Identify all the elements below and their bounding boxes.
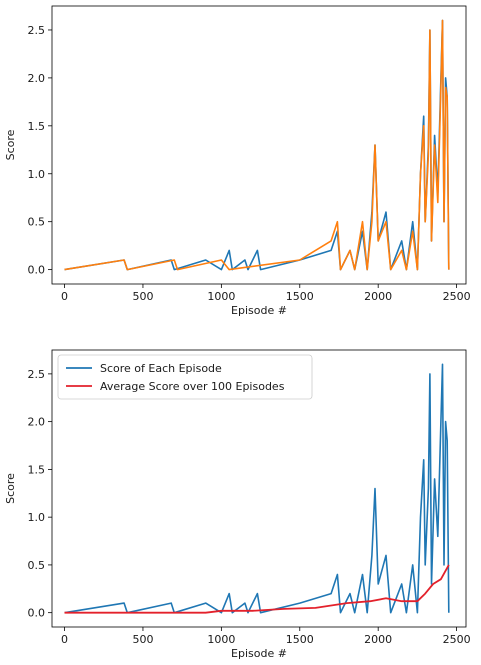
plot-area — [64, 363, 450, 614]
y-axis-label: Score — [4, 129, 17, 160]
x-tick-label: 1500 — [286, 633, 314, 646]
series-line-0 — [64, 19, 450, 271]
legend-entry: Average Score over 100 Episodes — [100, 380, 285, 393]
bottom-score-chart: 0 500 1000 1500 2000 2500 0.0 0.5 1.0 1.5 2.0 2.5 Ep… — [4, 349, 471, 660]
y-tick-label: 0.5 — [28, 216, 46, 229]
x-tick-label: 1000 — [207, 290, 235, 303]
x-tick-label: 1500 — [286, 290, 314, 303]
y-tick-label: 1.0 — [28, 168, 46, 181]
y-tick-label: 2.5 — [28, 368, 46, 381]
legend-box — [57, 354, 313, 400]
legend-entry: Score of Each Episode — [100, 362, 222, 375]
y-axis-label: Score — [4, 473, 17, 504]
x-tick-label: 2500 — [443, 633, 471, 646]
legend: Score of Each Episode Average Score over … — [57, 354, 313, 400]
series-line-1 — [64, 19, 450, 271]
top-score-chart: 0 500 1000 1500 2000 2500 0.0 0.5 1.0 1.5 2.0 2.5 Ep… — [4, 5, 471, 317]
x-tick-label: 500 — [132, 633, 153, 646]
x-tick-label: 2000 — [364, 290, 392, 303]
x-tick-label: 0 — [61, 633, 68, 646]
series-line-0 — [64, 363, 450, 614]
x-tick-label: 0 — [61, 290, 68, 303]
y-tick-label: 1.5 — [28, 463, 46, 476]
y-tick-label: 0.0 — [28, 264, 46, 277]
axes-frame — [51, 5, 467, 285]
axes-frame — [51, 349, 467, 628]
x-tick-label: 2500 — [443, 290, 471, 303]
x-tick-label: 500 — [132, 290, 153, 303]
x-tick-label: 2000 — [364, 633, 392, 646]
x-axis-label: Episode # — [231, 304, 287, 317]
y-tick-label: 2.0 — [28, 416, 46, 429]
y-tick-label: 2.5 — [28, 24, 46, 37]
y-tick-label: 0.0 — [28, 607, 46, 620]
y-tick-label: 1.5 — [28, 120, 46, 133]
plot-area — [64, 19, 450, 271]
x-axis-label: Episode # — [231, 647, 287, 660]
y-tick-label: 0.5 — [28, 559, 46, 572]
series-line-1 — [64, 564, 450, 614]
y-tick-label: 2.0 — [28, 72, 46, 85]
y-tick-label: 1.0 — [28, 511, 46, 524]
x-tick-label: 1000 — [207, 633, 235, 646]
